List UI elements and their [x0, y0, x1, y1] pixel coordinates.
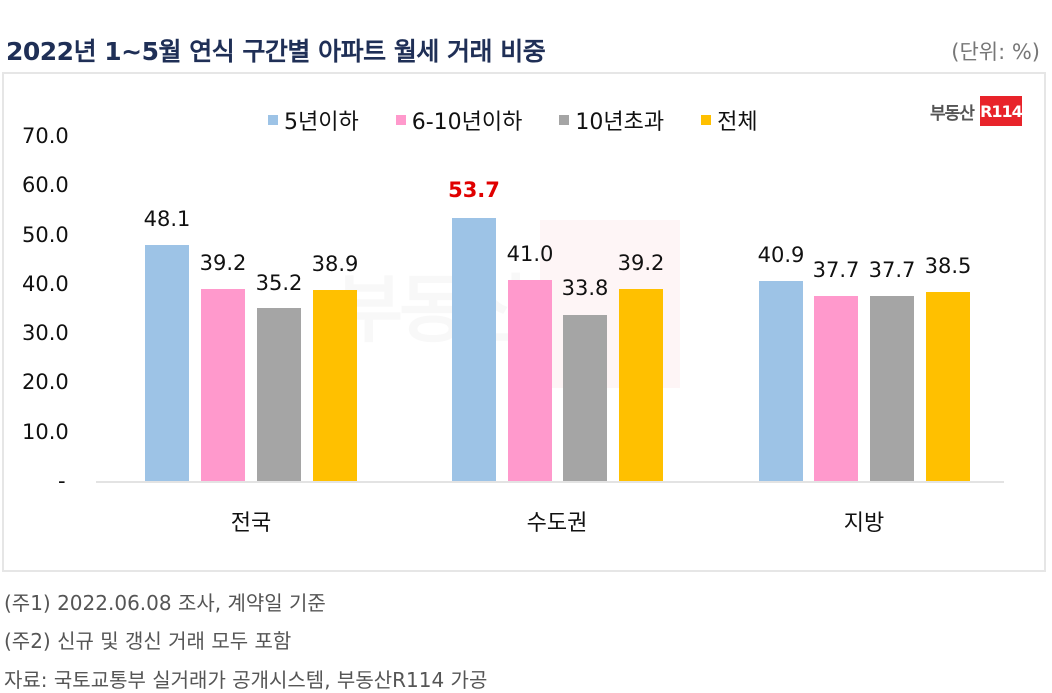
bar-national-total [313, 290, 357, 482]
legend-swatch-icon [395, 115, 406, 125]
watermark-text: 부동산 [335, 267, 531, 353]
y-tick: - [58, 469, 66, 493]
legend-item-total: 전체 [701, 104, 758, 136]
footnote-2: (주2) 신규 및 갱신 거래 모두 포함 [4, 629, 292, 653]
y-tick: 20.0 [22, 370, 69, 394]
bar-national-10y-plus [257, 308, 301, 482]
bar-capital-total [619, 289, 663, 482]
bar-value-label: 39.2 [199, 251, 247, 275]
bar-capital-6-10y [508, 280, 552, 482]
logo-badge: R114 [979, 96, 1023, 126]
category-label-capital: 수도권 [526, 511, 588, 536]
source-note: 자료: 국토교통부 실거래가 공개시스템, 부동산R114 가공 [4, 668, 488, 692]
legend-item-10y-plus: 10년초과 [559, 104, 664, 136]
y-tick: 10.0 [22, 420, 69, 444]
bar-value-label: 38.9 [311, 252, 359, 276]
footnote-1: (주1) 2022.06.08 조사, 계약일 기준 [4, 591, 326, 615]
bar-value-label: 41.0 [506, 242, 554, 266]
bar-capital-10y-plus [563, 315, 607, 482]
legend-item-5y: 5년이하 [268, 104, 359, 136]
bar-value-label-highlight: 53.7 [448, 178, 500, 202]
bar-regional-6-10y [814, 296, 858, 482]
chart-legend: 5년이하 6-10년이하 10년초과 전체 [268, 104, 795, 136]
legend-swatch-icon [701, 115, 712, 125]
bar-value-label: 37.7 [868, 258, 916, 282]
legend-label: 전체 [717, 110, 758, 135]
legend-label: 5년이하 [284, 110, 359, 135]
bar-value-label: 48.1 [143, 207, 191, 231]
legend-label: 6-10년이하 [411, 110, 523, 135]
bar-value-label: 35.2 [255, 271, 303, 295]
unit-label: (단위: %) [951, 40, 1040, 64]
legend-label: 10년초과 [575, 110, 665, 135]
bar-value-label: 37.7 [812, 258, 860, 282]
bar-capital-5y [452, 218, 496, 482]
y-tick: 40.0 [22, 272, 69, 296]
bar-regional-total [926, 292, 970, 482]
bar-value-label: 39.2 [617, 251, 665, 275]
logo-text: 부동산 [930, 103, 975, 124]
x-axis-line [96, 481, 1004, 483]
y-tick: 50.0 [22, 223, 69, 247]
category-label-regional: 지방 [843, 511, 885, 536]
bar-national-6-10y [201, 289, 245, 482]
bar-value-label: 33.8 [561, 276, 609, 300]
bar-regional-5y [759, 281, 803, 482]
legend-swatch-icon [268, 115, 278, 125]
bar-value-label: 38.5 [924, 254, 972, 278]
brand-logo: 부동산 R114 [930, 96, 1023, 126]
y-tick: 30.0 [22, 321, 69, 345]
bar-national-5y [145, 245, 189, 482]
bar-value-label: 40.9 [757, 243, 805, 267]
bar-regional-10y-plus [870, 296, 914, 482]
category-label-national: 전국 [230, 511, 272, 536]
legend-item-6-10y: 6-10년이하 [395, 104, 523, 136]
y-tick: 70.0 [22, 124, 69, 148]
legend-swatch-icon [559, 115, 570, 125]
chart-title: 2022년 1~5월 연식 구간별 아파트 월세 거래 비중 [6, 37, 546, 66]
y-tick: 60.0 [22, 173, 69, 197]
